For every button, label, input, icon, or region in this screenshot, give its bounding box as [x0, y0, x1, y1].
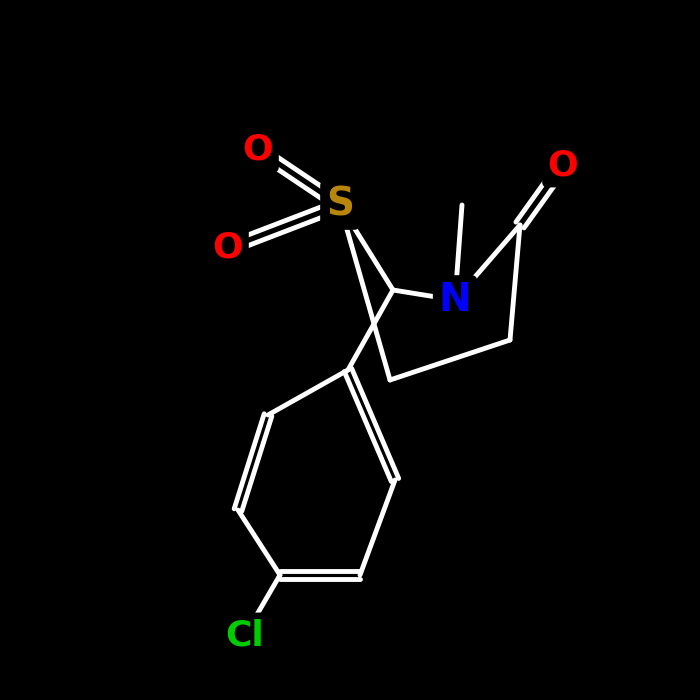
- Text: Cl: Cl: [225, 618, 265, 652]
- Text: O: O: [547, 148, 578, 182]
- Text: O: O: [213, 231, 244, 265]
- Text: S: S: [326, 186, 354, 224]
- Text: N: N: [439, 281, 471, 319]
- Text: O: O: [243, 133, 274, 167]
